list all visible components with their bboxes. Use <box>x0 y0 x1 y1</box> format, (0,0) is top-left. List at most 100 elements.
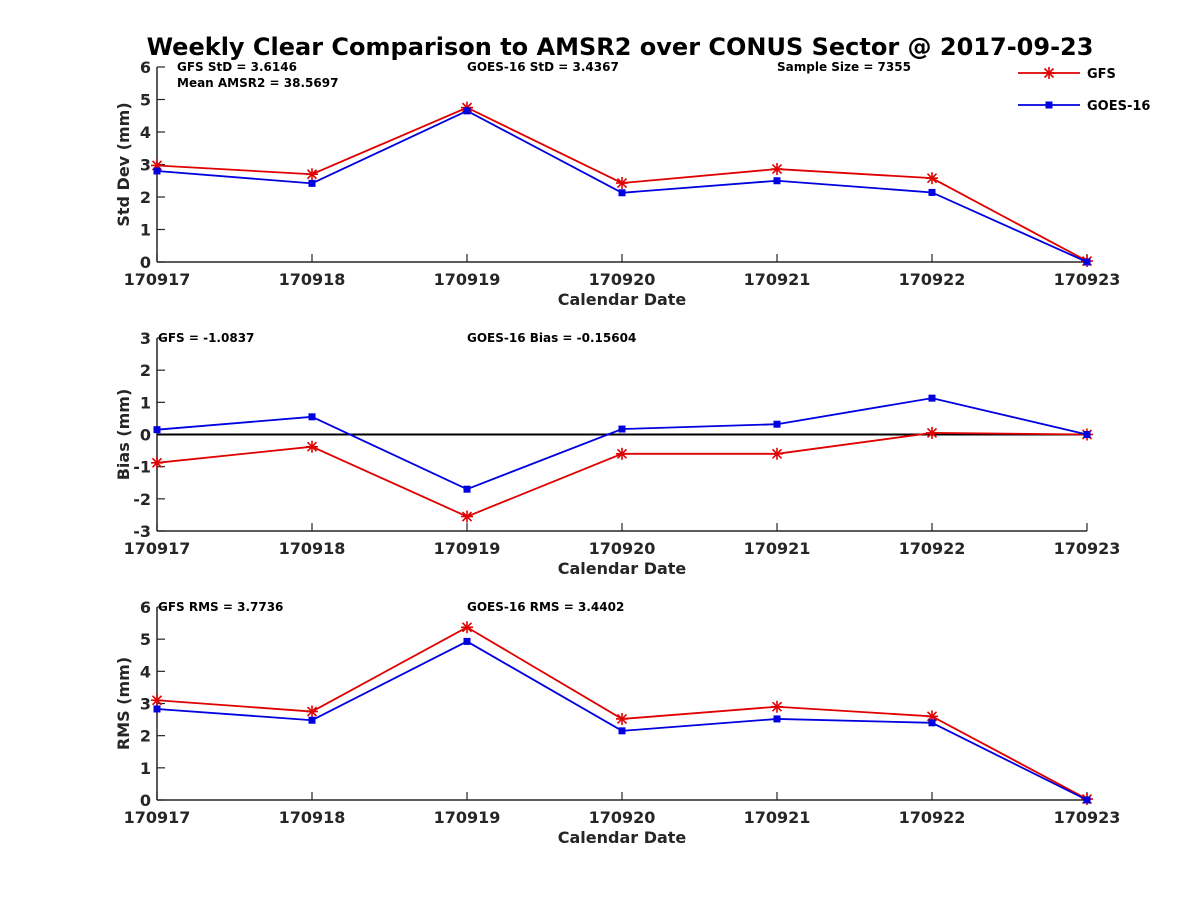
x-tick-label: 170920 <box>589 539 656 558</box>
x-axis-label: Calendar Date <box>558 559 687 578</box>
stat-annotation: GFS StD = 3.6146 <box>177 60 297 74</box>
data-point <box>773 715 781 723</box>
data-point <box>1083 431 1091 438</box>
data-point <box>153 705 161 713</box>
legend-label: GOES-16 <box>1087 99 1150 114</box>
legend-label: GFS <box>1087 67 1116 82</box>
data-point <box>306 705 318 718</box>
data-point <box>306 440 318 453</box>
stat-annotation: GOES-16 Bias = -0.15604 <box>467 331 636 345</box>
data-point <box>1083 258 1091 266</box>
y-tick-label: 3 <box>140 695 151 714</box>
y-tick-label: 3 <box>140 156 151 175</box>
x-tick-label: 170920 <box>589 808 656 827</box>
x-tick-label: 170921 <box>744 808 811 827</box>
data-point <box>926 172 938 185</box>
y-tick-label: 5 <box>140 91 151 110</box>
x-tick-label: 170922 <box>899 539 966 558</box>
x-tick-label: 170917 <box>124 539 191 558</box>
y-tick-label: 2 <box>140 188 151 207</box>
data-point <box>616 447 628 460</box>
y-tick-label: 1 <box>140 221 151 240</box>
y-tick-label: 4 <box>140 123 151 142</box>
x-axis-label: Calendar Date <box>558 290 687 309</box>
x-tick-label: 170917 <box>124 270 191 289</box>
x-tick-label: 170923 <box>1054 270 1121 289</box>
data-point <box>463 485 471 493</box>
series-line <box>156 431 1088 518</box>
y-tick-label: 3 <box>140 329 151 348</box>
x-tick-label: 170919 <box>434 270 501 289</box>
data-point <box>151 694 163 707</box>
panels: 0 1 2 3 4 5 6 170917 170918 170919 170920 170921 170… <box>114 58 1120 847</box>
panel-1: 0 1 2 3 4 5 6 170917 170918 170919 170920 170921 170… <box>114 58 1120 309</box>
data-point <box>771 163 783 176</box>
data-point <box>463 637 471 645</box>
data-point <box>153 426 161 434</box>
x-tick-label: 170917 <box>124 808 191 827</box>
x-tick-label: 170921 <box>744 539 811 558</box>
y-tick-label: 0 <box>140 253 151 272</box>
data-point <box>463 107 471 115</box>
x-tick-label: 170922 <box>899 808 966 827</box>
stat-annotation: Sample Size = 7355 <box>777 60 911 74</box>
y-tick-label: 0 <box>140 426 151 445</box>
y-tick-label: 2 <box>140 361 151 380</box>
y-tick-label: 4 <box>140 662 151 681</box>
data-point <box>771 700 783 713</box>
data-point <box>773 177 781 185</box>
y-tick-label: 1 <box>140 759 151 778</box>
x-tick-label: 170918 <box>279 539 346 558</box>
legend-marker <box>1043 67 1055 79</box>
stat-annotation: GFS RMS = 3.7736 <box>158 600 283 614</box>
series-goes-16 <box>153 107 1091 266</box>
x-tick-label: 170921 <box>744 270 811 289</box>
y-tick-label: -2 <box>133 490 151 509</box>
series-line <box>156 397 1088 491</box>
y-tick-label: -3 <box>133 522 151 541</box>
legend: GFS GOES-16 <box>1018 67 1150 114</box>
x-tick-label: 170918 <box>279 270 346 289</box>
data-point <box>151 456 163 469</box>
data-point <box>153 167 161 175</box>
x-tick-label: 170919 <box>434 808 501 827</box>
panel-2: -3 -2 -1 0 1 2 3 170917 170918 170919 170920 170921… <box>114 329 1120 578</box>
y-tick-label: 0 <box>140 791 151 810</box>
data-point <box>618 425 626 433</box>
data-point <box>618 189 626 197</box>
y-tick-label: 5 <box>140 630 151 649</box>
y-axis-label: RMS (mm) <box>114 657 133 750</box>
data-point <box>771 447 783 460</box>
x-tick-label: 170919 <box>434 539 501 558</box>
series-goes-16 <box>153 394 1091 493</box>
data-point <box>773 420 781 428</box>
y-tick-label: 6 <box>140 58 151 77</box>
data-point <box>1083 796 1091 804</box>
legend-marker <box>1045 101 1053 109</box>
data-point <box>308 413 316 421</box>
stat-annotation: Mean AMSR2 = 38.5697 <box>177 76 338 90</box>
y-axis-label: Bias (mm) <box>114 389 133 481</box>
data-point <box>308 179 316 187</box>
data-point <box>928 188 936 196</box>
data-point <box>308 716 316 724</box>
data-point <box>461 510 473 523</box>
series-gfs <box>151 621 1093 806</box>
x-tick-label: 170923 <box>1054 539 1121 558</box>
panel-3: 0 1 2 3 4 5 6 170917 170918 170919 170920 170921 170… <box>114 598 1120 847</box>
legend-item-goes-16: GOES-16 <box>1018 99 1150 114</box>
stat-annotation: GOES-16 RMS = 3.4402 <box>467 600 624 614</box>
legend-item-gfs: GFS <box>1018 67 1116 82</box>
data-point <box>926 426 938 439</box>
series-gfs <box>151 101 1093 268</box>
x-tick-label: 170920 <box>589 270 656 289</box>
series-goes-16 <box>153 637 1091 804</box>
x-tick-label: 170922 <box>899 270 966 289</box>
series-gfs <box>151 426 1093 523</box>
data-point <box>618 727 626 735</box>
data-point <box>461 621 473 634</box>
y-tick-label: 2 <box>140 727 151 746</box>
stat-annotation: GOES-16 StD = 3.4367 <box>467 60 619 74</box>
